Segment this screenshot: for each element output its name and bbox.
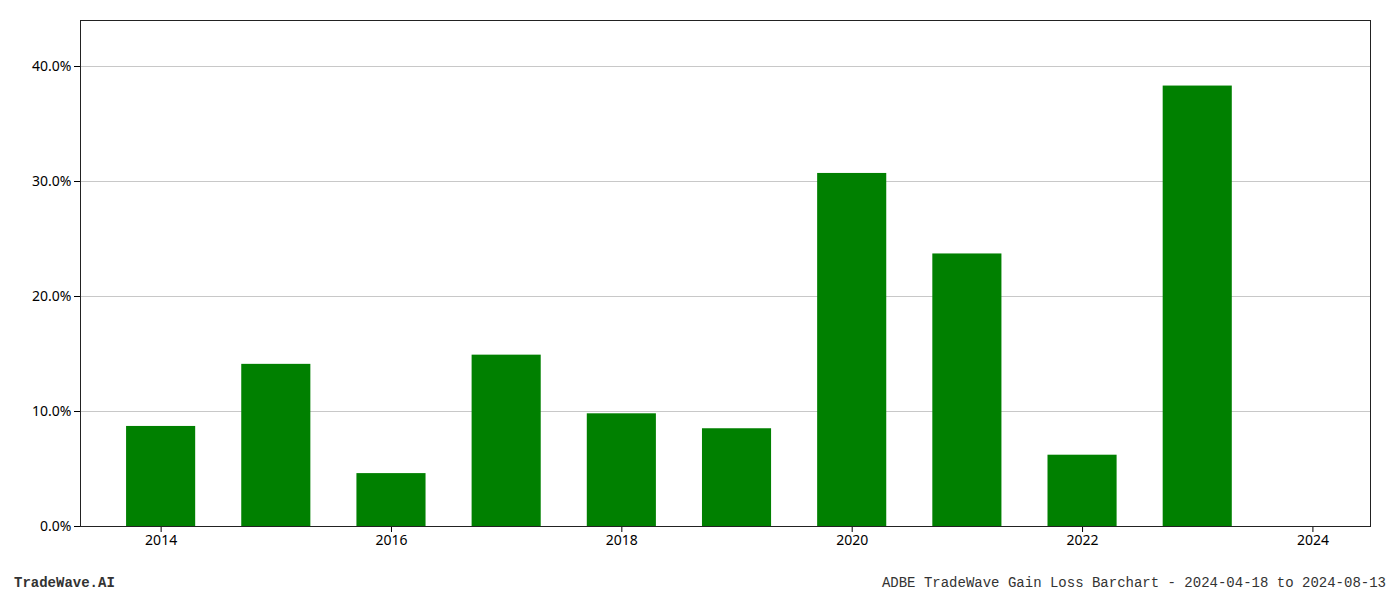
svg-text:2014: 2014 [145, 530, 177, 549]
svg-text:2022: 2022 [1067, 530, 1099, 549]
svg-text:2024: 2024 [1297, 530, 1329, 549]
html-text:TradeWave.AI: TradeWave.AI [14, 575, 115, 591]
svg-text:2018: 2018 [606, 530, 638, 549]
svg-text:10.0%: 10.0% [32, 401, 71, 420]
svg-text:2016: 2016 [375, 530, 407, 549]
html-text:ADBE TradeWave Gain Loss Barch: ADBE TradeWave Gain Loss Barchart - 2024… [881, 575, 1386, 591]
svg-text:30.0%: 30.0% [32, 171, 71, 190]
svg-text:40.0%: 40.0% [32, 56, 71, 75]
svg-text:2020: 2020 [836, 530, 868, 549]
svg-text:0.0%: 0.0% [40, 516, 71, 535]
svg-text:20.0%: 20.0% [32, 286, 71, 305]
